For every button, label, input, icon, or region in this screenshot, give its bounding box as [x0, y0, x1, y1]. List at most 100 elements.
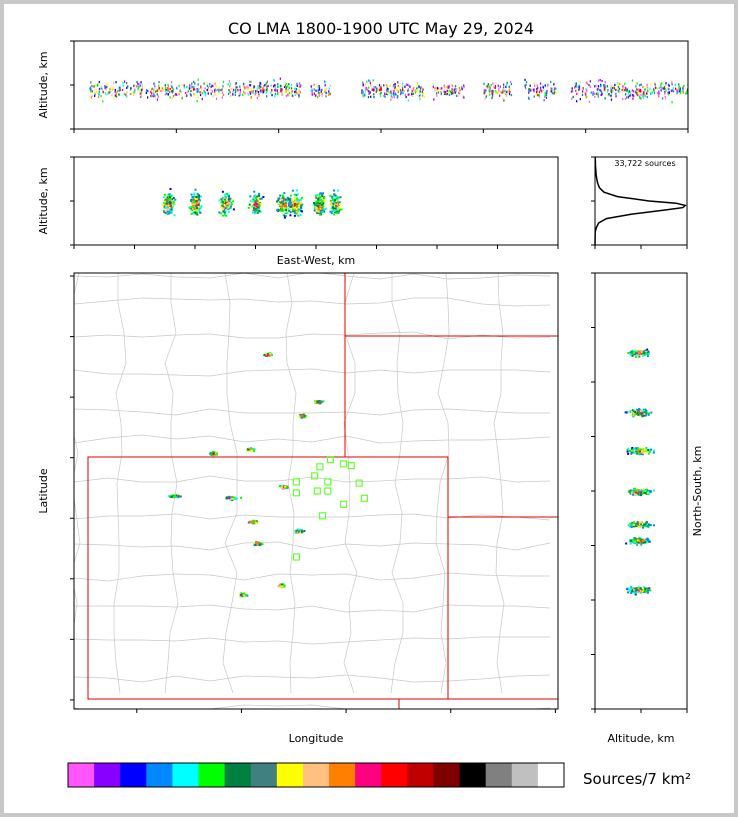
source-point [237, 89, 238, 91]
source-point [271, 354, 273, 356]
source-point [572, 90, 573, 92]
source-point [294, 207, 296, 209]
source-point [150, 91, 151, 93]
source-point [588, 84, 589, 86]
source-point [258, 195, 260, 197]
source-point [297, 85, 298, 87]
source-point [220, 206, 222, 208]
source-point [368, 79, 369, 81]
source-point [383, 95, 384, 97]
source-point [662, 97, 663, 99]
source-point [406, 96, 407, 98]
source-point [193, 89, 194, 91]
source-point [182, 84, 183, 86]
source-point [174, 214, 176, 216]
source-point [386, 89, 387, 91]
source-point [452, 85, 453, 87]
source-point [650, 93, 651, 95]
source-point [546, 92, 547, 94]
source-point [447, 86, 448, 88]
source-point [218, 92, 219, 94]
source-point [222, 203, 224, 205]
map-content [71, 272, 558, 712]
source-point [487, 85, 488, 87]
source-point [387, 85, 388, 87]
source-point [284, 585, 286, 587]
source-point [283, 192, 285, 194]
source-point [330, 85, 331, 87]
source-point [273, 79, 274, 81]
source-point [393, 94, 394, 96]
source-point [395, 94, 396, 96]
source-point [623, 90, 624, 92]
source-point [603, 89, 604, 91]
source-point [629, 590, 631, 592]
source-point [295, 94, 296, 96]
source-point [277, 93, 278, 95]
source-point [252, 522, 254, 524]
source-point [400, 89, 401, 91]
source-point [488, 83, 489, 85]
source-point [463, 96, 464, 98]
source-point [220, 212, 222, 214]
source-point [300, 214, 302, 216]
source-point [278, 86, 279, 88]
source-point [455, 88, 456, 90]
source-point [615, 95, 616, 97]
colorbar-swatch [146, 763, 173, 787]
source-point [266, 95, 267, 97]
source-point [151, 95, 152, 97]
source-point [618, 84, 619, 86]
source-point [655, 84, 656, 86]
source-point [647, 590, 649, 592]
source-point [90, 81, 91, 83]
source-point [498, 92, 499, 94]
source-point [98, 96, 99, 98]
source-point [298, 204, 300, 206]
source-point [627, 453, 629, 455]
source-point [260, 89, 261, 91]
colorbar-swatch [225, 763, 252, 787]
source-point [259, 95, 260, 97]
source-point [622, 98, 623, 100]
source-point [186, 86, 187, 88]
source-point [294, 203, 296, 205]
station-marker [356, 480, 362, 486]
source-point [295, 88, 296, 90]
source-point [99, 88, 100, 90]
source-point [397, 81, 398, 83]
source-point [671, 101, 672, 103]
source-point [279, 195, 281, 197]
station-marker [317, 464, 323, 470]
source-point [637, 94, 638, 96]
source-point [678, 86, 679, 88]
source-point [545, 95, 546, 97]
county-boundaries [71, 272, 550, 712]
ns-height-xlabel: Altitude, km [607, 732, 674, 745]
source-point [509, 93, 510, 95]
source-point [165, 205, 167, 207]
source-point [193, 81, 194, 83]
source-point [173, 95, 174, 97]
source-point [199, 91, 200, 93]
source-point [240, 497, 242, 499]
source-point [282, 94, 283, 96]
source-point [682, 89, 683, 91]
source-point [112, 88, 113, 90]
source-point [200, 205, 202, 207]
source-point [639, 92, 640, 94]
source-point [212, 453, 214, 455]
source-point [254, 212, 256, 214]
source-point [226, 496, 228, 498]
station-marker [293, 490, 299, 496]
source-point [459, 87, 460, 89]
source-point [223, 207, 225, 209]
source-point [321, 89, 322, 91]
source-point [324, 84, 325, 86]
source-point [314, 204, 316, 206]
source-point [157, 93, 158, 95]
source-point [210, 452, 212, 454]
source-point [590, 86, 591, 88]
source-point [168, 88, 169, 90]
source-point [90, 90, 91, 92]
